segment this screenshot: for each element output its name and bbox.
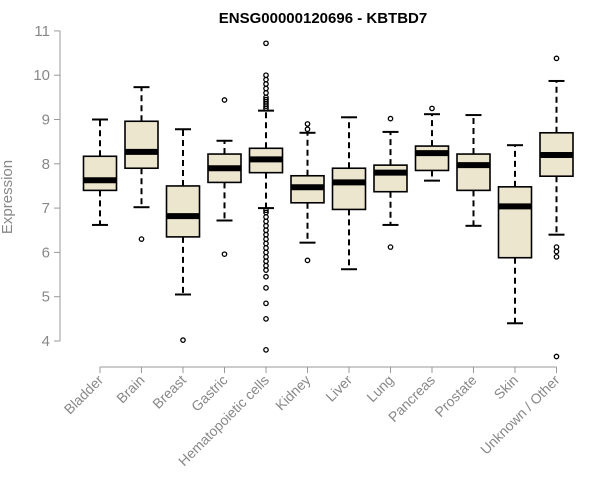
y-tick-label: 10 bbox=[33, 67, 50, 84]
x-tick-label: Unknown / Other bbox=[477, 372, 563, 458]
box-skin bbox=[497, 144, 533, 325]
outlier-point bbox=[263, 218, 269, 225]
y-tick-label: 11 bbox=[34, 23, 50, 40]
outlier-point bbox=[263, 258, 269, 265]
outlier-point bbox=[263, 85, 269, 92]
box-brain bbox=[124, 86, 159, 242]
box-unknown-other bbox=[539, 55, 574, 360]
iqr-box bbox=[456, 153, 491, 192]
outlier-point bbox=[429, 105, 435, 112]
iqr-box bbox=[414, 145, 450, 172]
outlier-point bbox=[263, 90, 269, 96]
x-tick-label: Prostate bbox=[431, 372, 479, 420]
outlier-point bbox=[263, 222, 269, 229]
outlier-point bbox=[263, 249, 269, 256]
box-prostate bbox=[456, 114, 491, 227]
outlier-point bbox=[138, 236, 145, 242]
outlier-point bbox=[263, 284, 269, 291]
outlier-point bbox=[553, 248, 560, 255]
outlier-point bbox=[263, 105, 269, 112]
iqr-box bbox=[165, 185, 201, 238]
outlier-point bbox=[263, 214, 269, 220]
outlier-point bbox=[263, 253, 269, 260]
iqr-box bbox=[124, 120, 159, 170]
y-tick-label: 5 bbox=[42, 289, 50, 306]
outlier-point bbox=[304, 257, 311, 264]
outlier-point bbox=[553, 55, 560, 62]
outlier-point bbox=[263, 231, 269, 238]
outlier-point bbox=[263, 267, 269, 273]
outlier-point bbox=[304, 126, 311, 133]
boxes bbox=[82, 40, 574, 360]
outlier-point bbox=[553, 244, 560, 250]
outlier-point bbox=[263, 72, 269, 79]
outlier-point bbox=[263, 262, 269, 269]
y-axis-label: Expression bbox=[0, 160, 16, 234]
outlier-point bbox=[263, 300, 269, 307]
box-gastric bbox=[207, 97, 242, 258]
outlier-point bbox=[263, 76, 269, 83]
y-tick-label: 6 bbox=[42, 244, 50, 261]
x-tick-label: Kidney bbox=[272, 372, 314, 414]
y-tick-label: 8 bbox=[42, 156, 50, 173]
outlier-point bbox=[263, 347, 269, 353]
x-tick-label: Lung bbox=[363, 372, 396, 405]
outlier-point bbox=[387, 244, 394, 250]
iqr-box bbox=[82, 155, 118, 192]
x-tick-label: Bladder bbox=[61, 372, 107, 418]
y-tick-label: 7 bbox=[42, 200, 50, 217]
chart-title: ENSG00000120696 - KBTBD7 bbox=[219, 10, 427, 27]
y-tick-label: 9 bbox=[42, 112, 50, 129]
x-tick-label: Skin bbox=[491, 372, 522, 403]
box-pancreas bbox=[414, 105, 450, 182]
outlier-point bbox=[263, 236, 269, 242]
outlier-point bbox=[221, 97, 228, 103]
outlier-point bbox=[304, 121, 311, 127]
iqr-box bbox=[331, 167, 367, 211]
box-bladder bbox=[82, 118, 118, 226]
outlier-point bbox=[263, 240, 269, 247]
iqr-box bbox=[497, 186, 533, 259]
outlier-point bbox=[263, 245, 269, 251]
outlier-point bbox=[263, 273, 269, 280]
outlier-point bbox=[263, 207, 269, 214]
outlier-point bbox=[553, 253, 560, 260]
outlier-point bbox=[263, 227, 269, 234]
outlier-point bbox=[263, 81, 269, 87]
outlier-point bbox=[263, 103, 269, 110]
outlier-point bbox=[221, 251, 228, 258]
x-tick-label: Breast bbox=[149, 372, 189, 412]
box-lung bbox=[373, 115, 408, 250]
outlier-point bbox=[553, 353, 560, 360]
y-tick-label: 4 bbox=[42, 333, 50, 350]
outlier-point bbox=[263, 315, 269, 322]
x-tick-label: Liver bbox=[322, 372, 355, 405]
box-liver bbox=[331, 116, 367, 271]
outlier-point bbox=[263, 40, 269, 47]
box-hematopoietic-cells bbox=[248, 40, 284, 353]
outlier-point bbox=[387, 115, 394, 122]
y-axis: 4 5 6 7 8 9 10 11 bbox=[33, 23, 61, 350]
box-breast bbox=[165, 128, 201, 343]
iqr-box bbox=[373, 164, 408, 193]
outlier-point bbox=[180, 337, 186, 343]
x-tick-label: Brain bbox=[113, 372, 147, 406]
box-kidney bbox=[290, 121, 325, 264]
